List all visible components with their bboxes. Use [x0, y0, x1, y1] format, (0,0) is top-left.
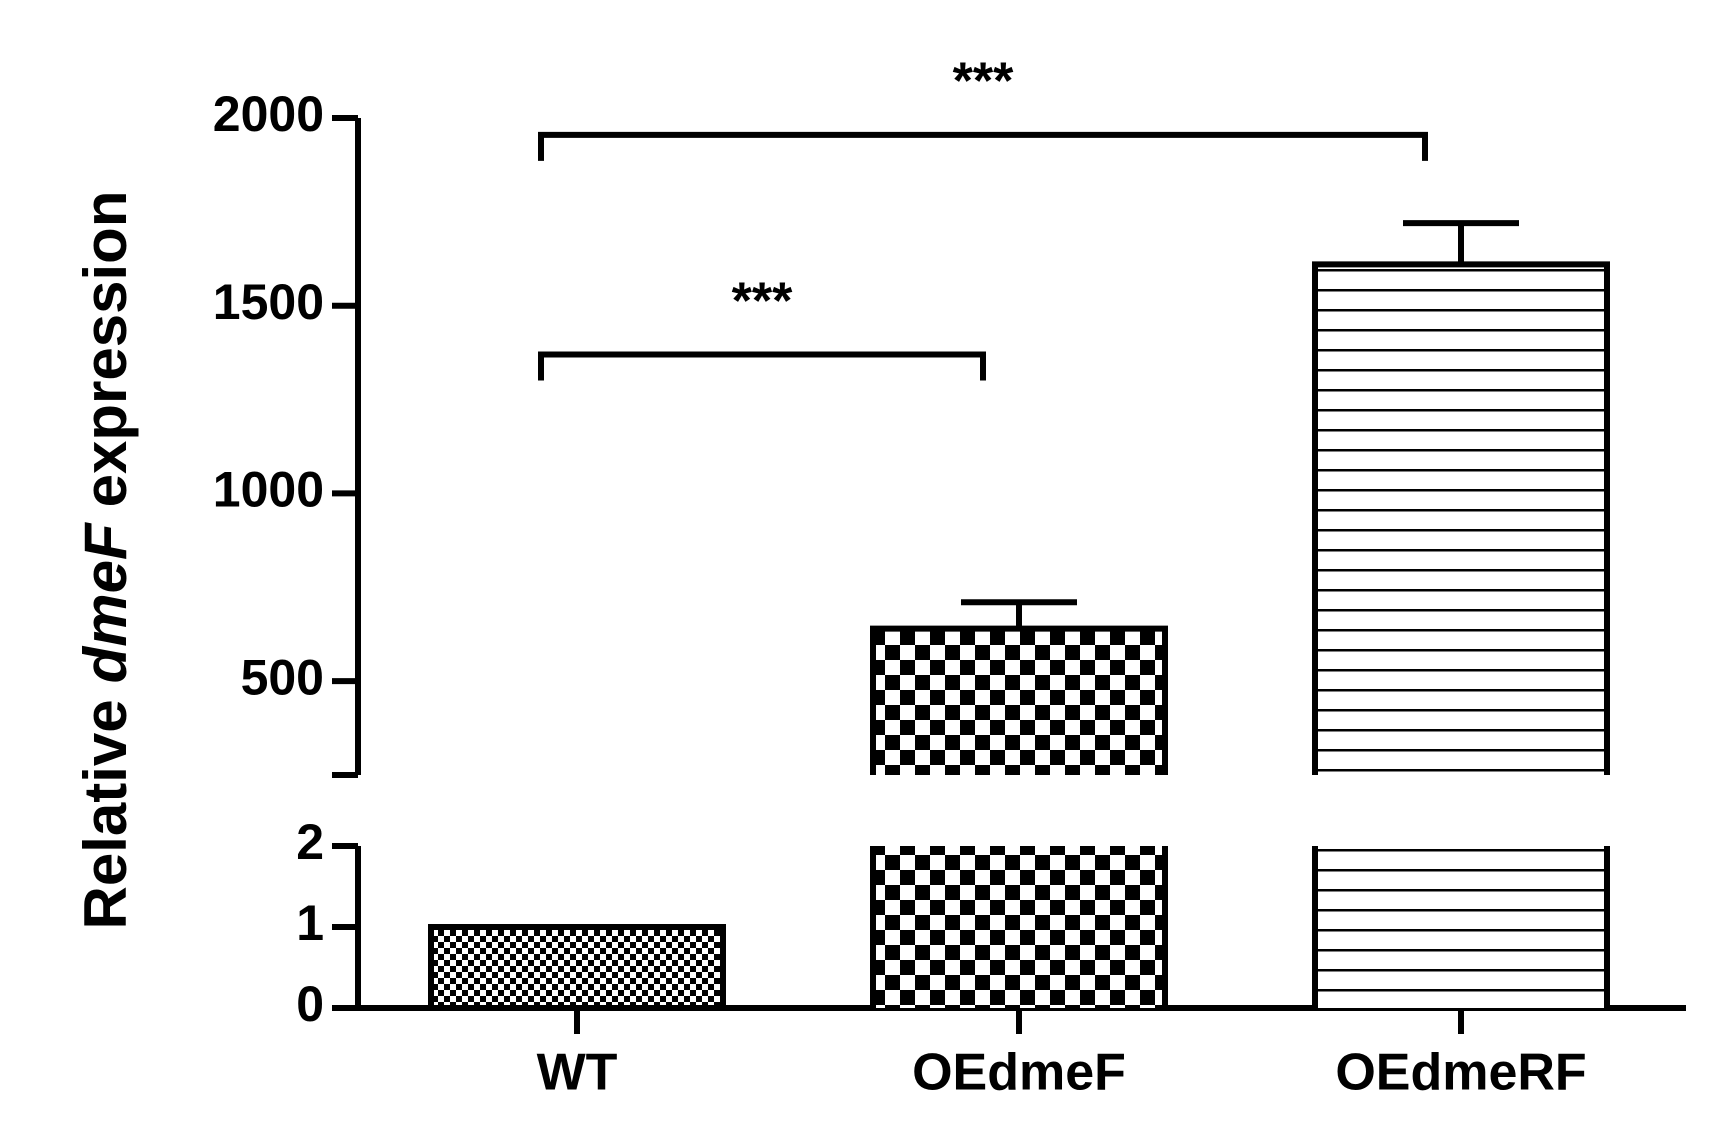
y-tick-label: 500 [241, 649, 324, 705]
y-tick-label: 2000 [213, 86, 324, 142]
bar-lower-part [873, 846, 1165, 1008]
bar-upper-fill [873, 628, 1165, 775]
y-tick-label: 2 [296, 814, 324, 870]
significance-bracket [538, 351, 986, 381]
bar-lower-edges [1312, 846, 1610, 1008]
y-label-part: dmeF [72, 522, 139, 683]
significance-label: *** [953, 53, 1014, 111]
y-tick-label: 1500 [213, 274, 324, 330]
x-tick-label: OEdmeF [912, 1044, 1126, 1102]
y-tick-label: 1000 [213, 462, 324, 518]
y-label-part: expression [72, 191, 139, 508]
y-tick-label: 1 [296, 895, 324, 951]
significance-label: *** [732, 272, 793, 330]
y-label-part: Relative [72, 699, 139, 929]
bar [870, 625, 1168, 775]
bar-lower-edges [870, 846, 1168, 1008]
x-tick-label: WT [537, 1044, 618, 1102]
error-bar [1403, 220, 1519, 265]
error-bar [961, 599, 1077, 629]
significance-bracket [538, 131, 1428, 161]
y-axis-label: Relative dmeF expression [72, 191, 139, 930]
bar [428, 924, 726, 1011]
bar-lower-part [1315, 846, 1607, 1008]
x-tick-label: OEdmeRF [1335, 1044, 1586, 1102]
y-tick-label: 0 [296, 976, 324, 1032]
bar-upper-fill [1315, 264, 1607, 775]
